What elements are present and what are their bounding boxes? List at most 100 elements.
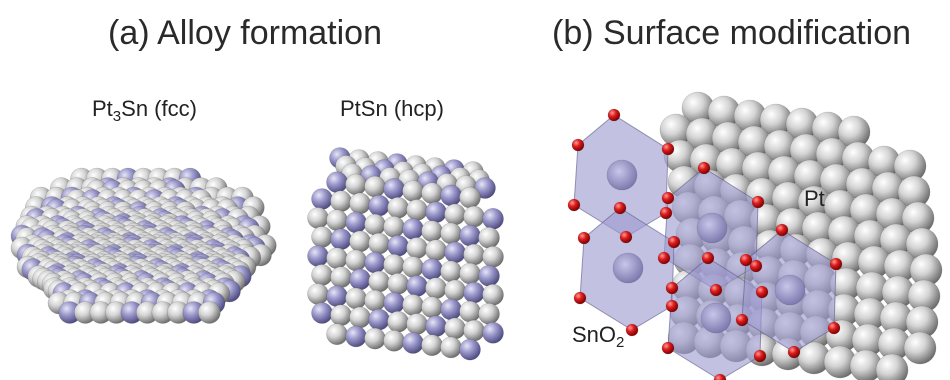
- pt-atom: [364, 213, 386, 236]
- oxygen-atom: [607, 108, 621, 122]
- pt-atom: [406, 199, 428, 221]
- oxygen-atom: [749, 259, 763, 273]
- pt-atom: [406, 237, 428, 259]
- pt-atom: [459, 262, 481, 285]
- sn-atom: [311, 188, 333, 210]
- oxygen-atom: [613, 201, 627, 215]
- oxygen-atom: [713, 373, 727, 380]
- pt-atom: [444, 279, 466, 302]
- pt-atom: [307, 283, 329, 305]
- pt-atom: [482, 283, 504, 306]
- pt-atom: [311, 226, 333, 248]
- pt-atom: [330, 304, 352, 327]
- sno2-subscript: 2: [616, 334, 625, 351]
- pt-atom: [387, 272, 409, 295]
- oxygen-atom: [577, 231, 591, 245]
- sn-atom: [482, 208, 504, 230]
- oxygen-atom: [751, 195, 765, 209]
- oxygen-atom: [753, 349, 767, 363]
- pt-atom: [440, 260, 462, 283]
- ptsn-structure: (hcp): [387, 96, 444, 121]
- pt-atom: [444, 317, 466, 340]
- oxygen-atom: [665, 281, 679, 295]
- sno2-octahedra-chain: [567, 108, 843, 380]
- sno2-label: SnO2: [572, 322, 625, 351]
- sn-atom: [700, 302, 732, 334]
- pt-atom: [349, 306, 371, 329]
- pt-surface-label: Pt: [804, 186, 825, 211]
- pt-atom: [368, 270, 390, 293]
- sn-atom: [345, 325, 367, 348]
- sn-atom: [474, 177, 496, 199]
- sn-atom: [696, 212, 728, 244]
- pt-atom: [406, 313, 428, 335]
- pt-atom: [345, 173, 367, 196]
- sn-atom: [440, 298, 462, 321]
- panel-b-title: (b) Surface modification: [552, 14, 912, 52]
- sn-atom: [459, 338, 481, 361]
- sn-atom: [326, 171, 348, 193]
- oxygen-atom: [827, 321, 841, 335]
- sn-atom: [307, 245, 329, 267]
- oxygen-atom: [567, 198, 581, 212]
- oxygen-atom: [787, 345, 801, 359]
- pt-atom: [421, 296, 443, 319]
- oxygen-atom: [775, 223, 789, 237]
- sn-atom: [402, 218, 424, 240]
- pt-atom: [421, 220, 443, 242]
- pt3sn-pt: Pt: [92, 96, 113, 121]
- oxygen-atom: [739, 253, 753, 267]
- pt-atom: [459, 186, 481, 209]
- pt-atom: [364, 289, 386, 312]
- pt-atom: [402, 180, 424, 202]
- pt-atom: [368, 232, 390, 255]
- pt-atom: [345, 287, 367, 310]
- sn-atom: [387, 235, 409, 257]
- sn-atom: [463, 281, 485, 304]
- pt3sn-fcc-label: Pt3Sn (fcc): [92, 96, 197, 125]
- oxygen-atom: [701, 251, 715, 265]
- oxygen-atom: [829, 257, 843, 271]
- pt-atom: [364, 175, 386, 198]
- oxygen-atom: [625, 323, 639, 337]
- pt-atom: [307, 207, 329, 229]
- pt3sn-sn: Sn: [121, 96, 149, 121]
- pt-atom: [349, 230, 371, 253]
- oxygen-atom: [659, 206, 673, 220]
- pt-atom: [330, 266, 352, 289]
- pt-atom: [903, 331, 937, 365]
- sn-atom: [326, 285, 348, 308]
- sn-atom: [478, 264, 500, 287]
- pt-atom: [402, 256, 424, 278]
- sn-atom: [402, 332, 424, 354]
- oxygen-atom: [571, 138, 585, 152]
- pt-atom: [402, 294, 424, 316]
- oxygen-atom: [755, 285, 769, 299]
- pt-atom: [425, 239, 447, 261]
- sn-atom: [368, 194, 390, 217]
- pt3sn-structure: (fcc): [148, 96, 197, 121]
- pt-atom: [440, 336, 462, 359]
- pt-atom: [478, 227, 500, 249]
- oxygen-atom: [667, 235, 681, 249]
- sn-atom: [330, 228, 352, 250]
- sn-atom: [482, 321, 504, 344]
- pt-atom: [387, 310, 409, 333]
- pt-atom: [326, 247, 348, 270]
- pt-atom: [364, 327, 386, 350]
- panel-a-title: (a) Alloy formation: [108, 14, 382, 52]
- pt-atom: [326, 209, 348, 231]
- pt-atom: [425, 277, 447, 300]
- oxygen-atom: [619, 230, 633, 244]
- sn-atom: [383, 291, 405, 314]
- pt-atom: [459, 300, 481, 323]
- sn-atom: [406, 275, 428, 297]
- sn-atom: [345, 211, 367, 234]
- sn-atom: [440, 184, 462, 207]
- oxygen-atom: [661, 142, 675, 156]
- pt-atom: [463, 243, 485, 266]
- sn-atom: [364, 251, 386, 274]
- pt3sn-subscript: 3: [112, 108, 122, 125]
- oxygen-atom: [661, 341, 675, 355]
- pt-atom: [326, 323, 348, 346]
